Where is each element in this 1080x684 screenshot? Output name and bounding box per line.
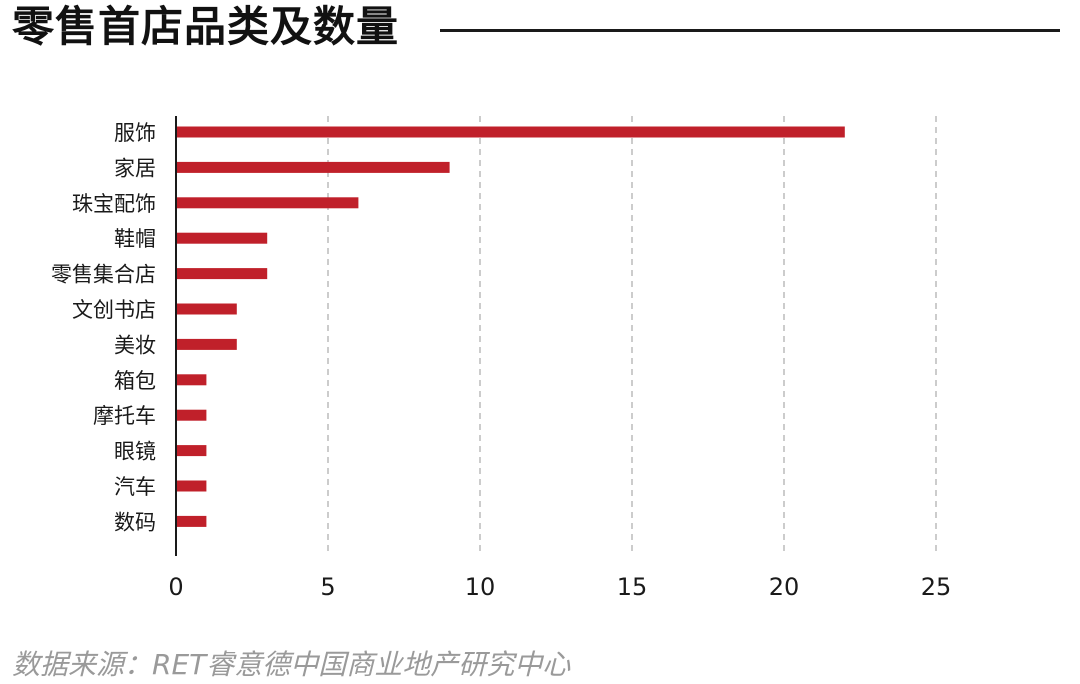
- bar: [176, 374, 207, 386]
- category-label: 汽车: [114, 475, 156, 499]
- bar: [176, 338, 237, 350]
- x-tick-label: 25: [921, 573, 952, 601]
- page-title: 零售首店品类及数量: [12, 2, 400, 51]
- bar: [176, 303, 237, 315]
- category-label: 数码: [114, 510, 156, 534]
- category-label: 服饰: [114, 121, 156, 145]
- category-label: 鞋帽: [114, 227, 156, 251]
- bar: [176, 515, 207, 527]
- category-label: 家居: [114, 156, 156, 180]
- x-tick-label: 15: [617, 573, 648, 601]
- bar: [176, 268, 268, 280]
- bar: [176, 161, 450, 173]
- bar: [176, 126, 845, 138]
- x-tick-label: 0: [168, 573, 183, 601]
- category-label: 文创书店: [72, 298, 156, 322]
- bar: [176, 197, 359, 209]
- category-label: 美妆: [114, 333, 156, 357]
- category-label: 箱包: [114, 369, 156, 393]
- bar: [176, 480, 207, 492]
- x-tick-label: 5: [320, 573, 335, 601]
- title-divider: [440, 29, 1060, 32]
- category-label: 零售集合店: [51, 263, 156, 287]
- x-tick-label: 20: [769, 573, 800, 601]
- category-label: 摩托车: [93, 404, 156, 428]
- source-note: 数据来源：RET睿意德中国商业地产研究中心: [12, 648, 571, 681]
- bar: [176, 409, 207, 421]
- category-label: 眼镜: [114, 440, 156, 464]
- bar: [176, 445, 207, 457]
- bar: [176, 232, 268, 244]
- category-label: 珠宝配饰: [72, 192, 156, 216]
- x-tick-label: 10: [465, 573, 496, 601]
